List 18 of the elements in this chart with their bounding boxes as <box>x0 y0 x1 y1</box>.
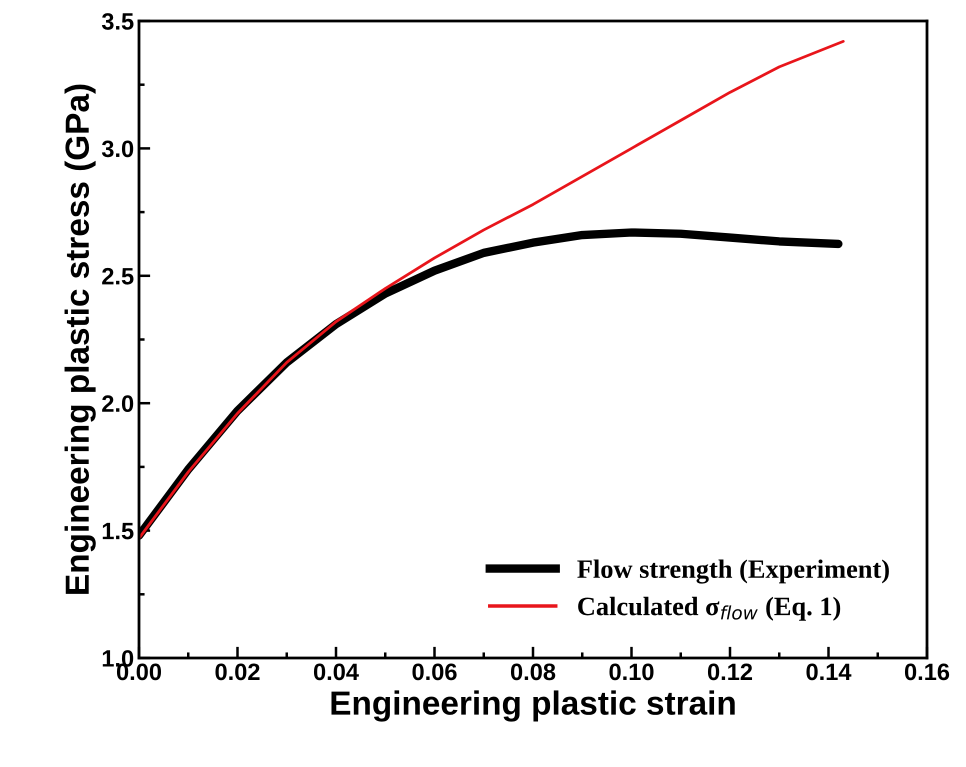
y-tick-label: 3.0 <box>102 140 134 158</box>
y-tick-label: 2.0 <box>102 395 134 412</box>
x-tick-label: 0.08 <box>510 663 556 680</box>
y-tick-label: 3.5 <box>102 13 134 30</box>
x-tick-label: 0.02 <box>215 663 260 680</box>
legend-label: Flow strength (Experiment) <box>577 559 889 584</box>
x-axis-title: Engineering plastic strain <box>331 690 735 722</box>
x-tick-label: 0.16 <box>904 663 950 680</box>
y-tick-label: 1.5 <box>102 522 134 540</box>
y-tick-label: 2.5 <box>102 268 134 285</box>
legend-label: Calculated σ$_{flow}$ (Eq. 1) <box>578 596 840 621</box>
x-tick-label: 0.14 <box>806 663 852 680</box>
x-tick-label: 0.06 <box>412 663 457 680</box>
x-tick-label: 0.12 <box>708 663 752 680</box>
line-series <box>139 40 845 540</box>
x-tick-label: 0.04 <box>314 663 359 680</box>
x-tick-label: 0.10 <box>609 663 654 680</box>
y-axis-title: Engineering plastic stress (GPa) <box>64 84 96 594</box>
